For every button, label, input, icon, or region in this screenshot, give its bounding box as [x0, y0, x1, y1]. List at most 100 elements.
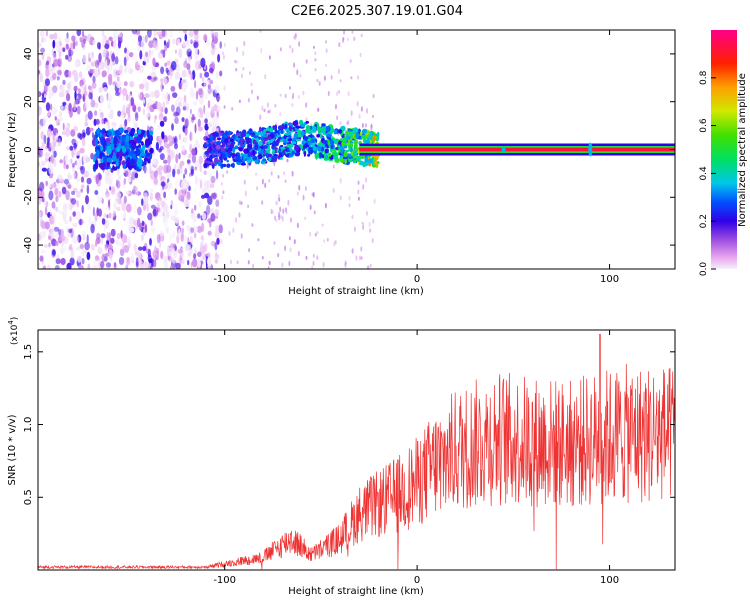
noise-speck [92, 132, 94, 139]
noise-speck [91, 118, 95, 127]
signal-cell [221, 142, 226, 148]
signal-cell [304, 136, 308, 141]
noise-speck [57, 209, 62, 214]
noise-speck [159, 120, 165, 127]
heatmap-layer [38, 30, 675, 269]
colorbar: 0.0 0.2 0.4 0.6 0.8 Normalized spectral ampl… [699, 30, 748, 276]
signal-cell [321, 123, 326, 127]
noise-speck [215, 225, 220, 231]
noise-speck [364, 123, 367, 128]
noise-speck [266, 102, 269, 108]
signal-cell [343, 151, 348, 158]
x-tick-label: -100 [213, 575, 236, 586]
noise-speck [66, 82, 71, 90]
noise-speck [195, 139, 199, 150]
noise-speck [187, 260, 190, 266]
snr-multiplier-close: ) [10, 317, 20, 321]
noise-speck [133, 203, 137, 214]
signal-cell [210, 135, 214, 142]
noise-speck [299, 74, 302, 78]
noise-speck [207, 100, 211, 109]
noise-speck [234, 59, 237, 64]
signal-cell [141, 144, 146, 151]
noise-speck [95, 175, 99, 185]
noise-speck [219, 41, 222, 49]
noise-speck [70, 249, 75, 259]
noise-speck [46, 60, 50, 66]
noise-speck [97, 246, 103, 255]
signal-cell [107, 130, 112, 137]
noise-speck [63, 245, 67, 252]
noise-speck [101, 253, 107, 262]
noise-speck [204, 71, 210, 78]
noise-speck [275, 218, 278, 223]
noise-speck [168, 181, 171, 187]
noise-speck [90, 152, 94, 160]
noise-speck [196, 111, 200, 117]
noise-speck [256, 186, 259, 191]
noise-speck [51, 201, 56, 209]
signal-cell [252, 139, 256, 145]
noise-speck [63, 209, 68, 217]
noise-speck [358, 255, 361, 261]
noise-speck [188, 185, 191, 191]
noise-speck [178, 48, 183, 58]
noise-speck [110, 237, 115, 244]
noise-speck [134, 250, 139, 256]
noise-speck [255, 172, 258, 176]
noise-speck [205, 204, 211, 215]
noise-speck [184, 33, 188, 42]
noise-speck [98, 61, 102, 72]
noise-speck [167, 145, 170, 154]
noise-speck [105, 252, 109, 257]
noise-speck [144, 35, 148, 43]
noise-speck [372, 94, 375, 99]
signal-cell [99, 129, 103, 133]
noise-speck [333, 241, 336, 247]
signal-cell [203, 162, 208, 169]
noise-speck [80, 184, 85, 189]
noise-speck [373, 198, 376, 205]
noise-speck [187, 113, 194, 122]
noise-speck [170, 149, 175, 160]
noise-speck [65, 190, 70, 201]
noise-speck [150, 219, 153, 227]
noise-speck [216, 105, 221, 113]
noise-speck [171, 123, 174, 131]
noise-speck [152, 40, 158, 48]
noise-speck [92, 39, 97, 45]
signal-cell [304, 142, 309, 149]
noise-speck [54, 187, 59, 196]
signal-cell [262, 140, 266, 145]
noise-speck [88, 92, 92, 100]
noise-speck [76, 105, 81, 115]
noise-speck [51, 144, 55, 154]
noise-speck [44, 221, 50, 230]
noise-speck [252, 263, 255, 269]
noise-speck [200, 241, 204, 249]
noise-speck [41, 161, 47, 166]
noise-speck [283, 171, 286, 176]
noise-speck [85, 126, 91, 136]
signal-cell [273, 142, 279, 147]
noise-speck [242, 67, 245, 71]
signal-cell [307, 138, 311, 142]
noise-speck [347, 37, 350, 42]
signal-cell [226, 142, 231, 146]
signal-cell [119, 135, 123, 142]
noise-speck [215, 116, 220, 121]
noise-speck [137, 92, 143, 101]
signal-cell [231, 162, 235, 169]
signal-cell [239, 143, 243, 147]
noise-speck [305, 59, 308, 64]
noise-speck [108, 177, 112, 186]
noise-speck [142, 245, 147, 252]
noise-speck [52, 52, 57, 59]
noise-speck [193, 225, 198, 234]
noise-speck [261, 178, 264, 185]
signal-cell [245, 148, 249, 154]
noise-speck [235, 68, 238, 72]
noise-speck [116, 232, 121, 240]
noise-speck [174, 111, 180, 117]
noise-speck [143, 164, 147, 174]
